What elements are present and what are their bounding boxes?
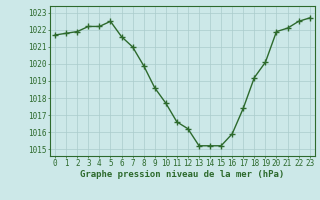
X-axis label: Graphe pression niveau de la mer (hPa): Graphe pression niveau de la mer (hPa) [80,170,284,179]
